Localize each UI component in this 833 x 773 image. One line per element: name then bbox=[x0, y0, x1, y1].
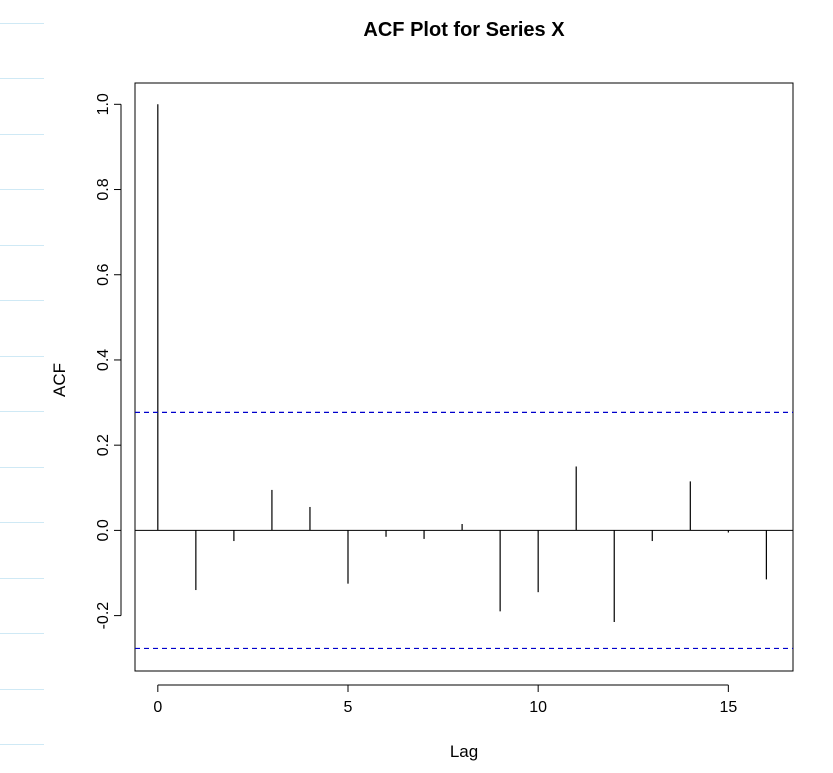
bounds-layer bbox=[135, 411, 793, 650]
y-tick-label: 0.0 bbox=[95, 519, 112, 541]
plot-frame bbox=[134, 82, 794, 672]
x-tick-label: 5 bbox=[344, 699, 353, 716]
y-tick-label: 0.6 bbox=[95, 264, 112, 286]
x-axis-label: Lag bbox=[449, 742, 479, 761]
x-tick-label: 0 bbox=[153, 699, 162, 716]
y-tick-label: 0.8 bbox=[95, 178, 112, 200]
x-tick-label: 10 bbox=[529, 699, 547, 716]
y-tick-label: -0.2 bbox=[95, 602, 112, 630]
y-tick-label: 0.2 bbox=[95, 434, 112, 456]
y-tick-label: 0.4 bbox=[95, 349, 112, 371]
spikes-layer bbox=[135, 104, 793, 622]
y-axis: -0.2 0.0 0.2 0.4 0.6 0.8 1.0 bbox=[95, 93, 122, 630]
y-tick-label: 1.0 bbox=[95, 93, 112, 115]
chart-title: ACF Plot for Series X bbox=[363, 19, 565, 41]
x-axis: 0 5 10 15 bbox=[153, 684, 737, 716]
x-tick-label: 15 bbox=[719, 699, 737, 716]
